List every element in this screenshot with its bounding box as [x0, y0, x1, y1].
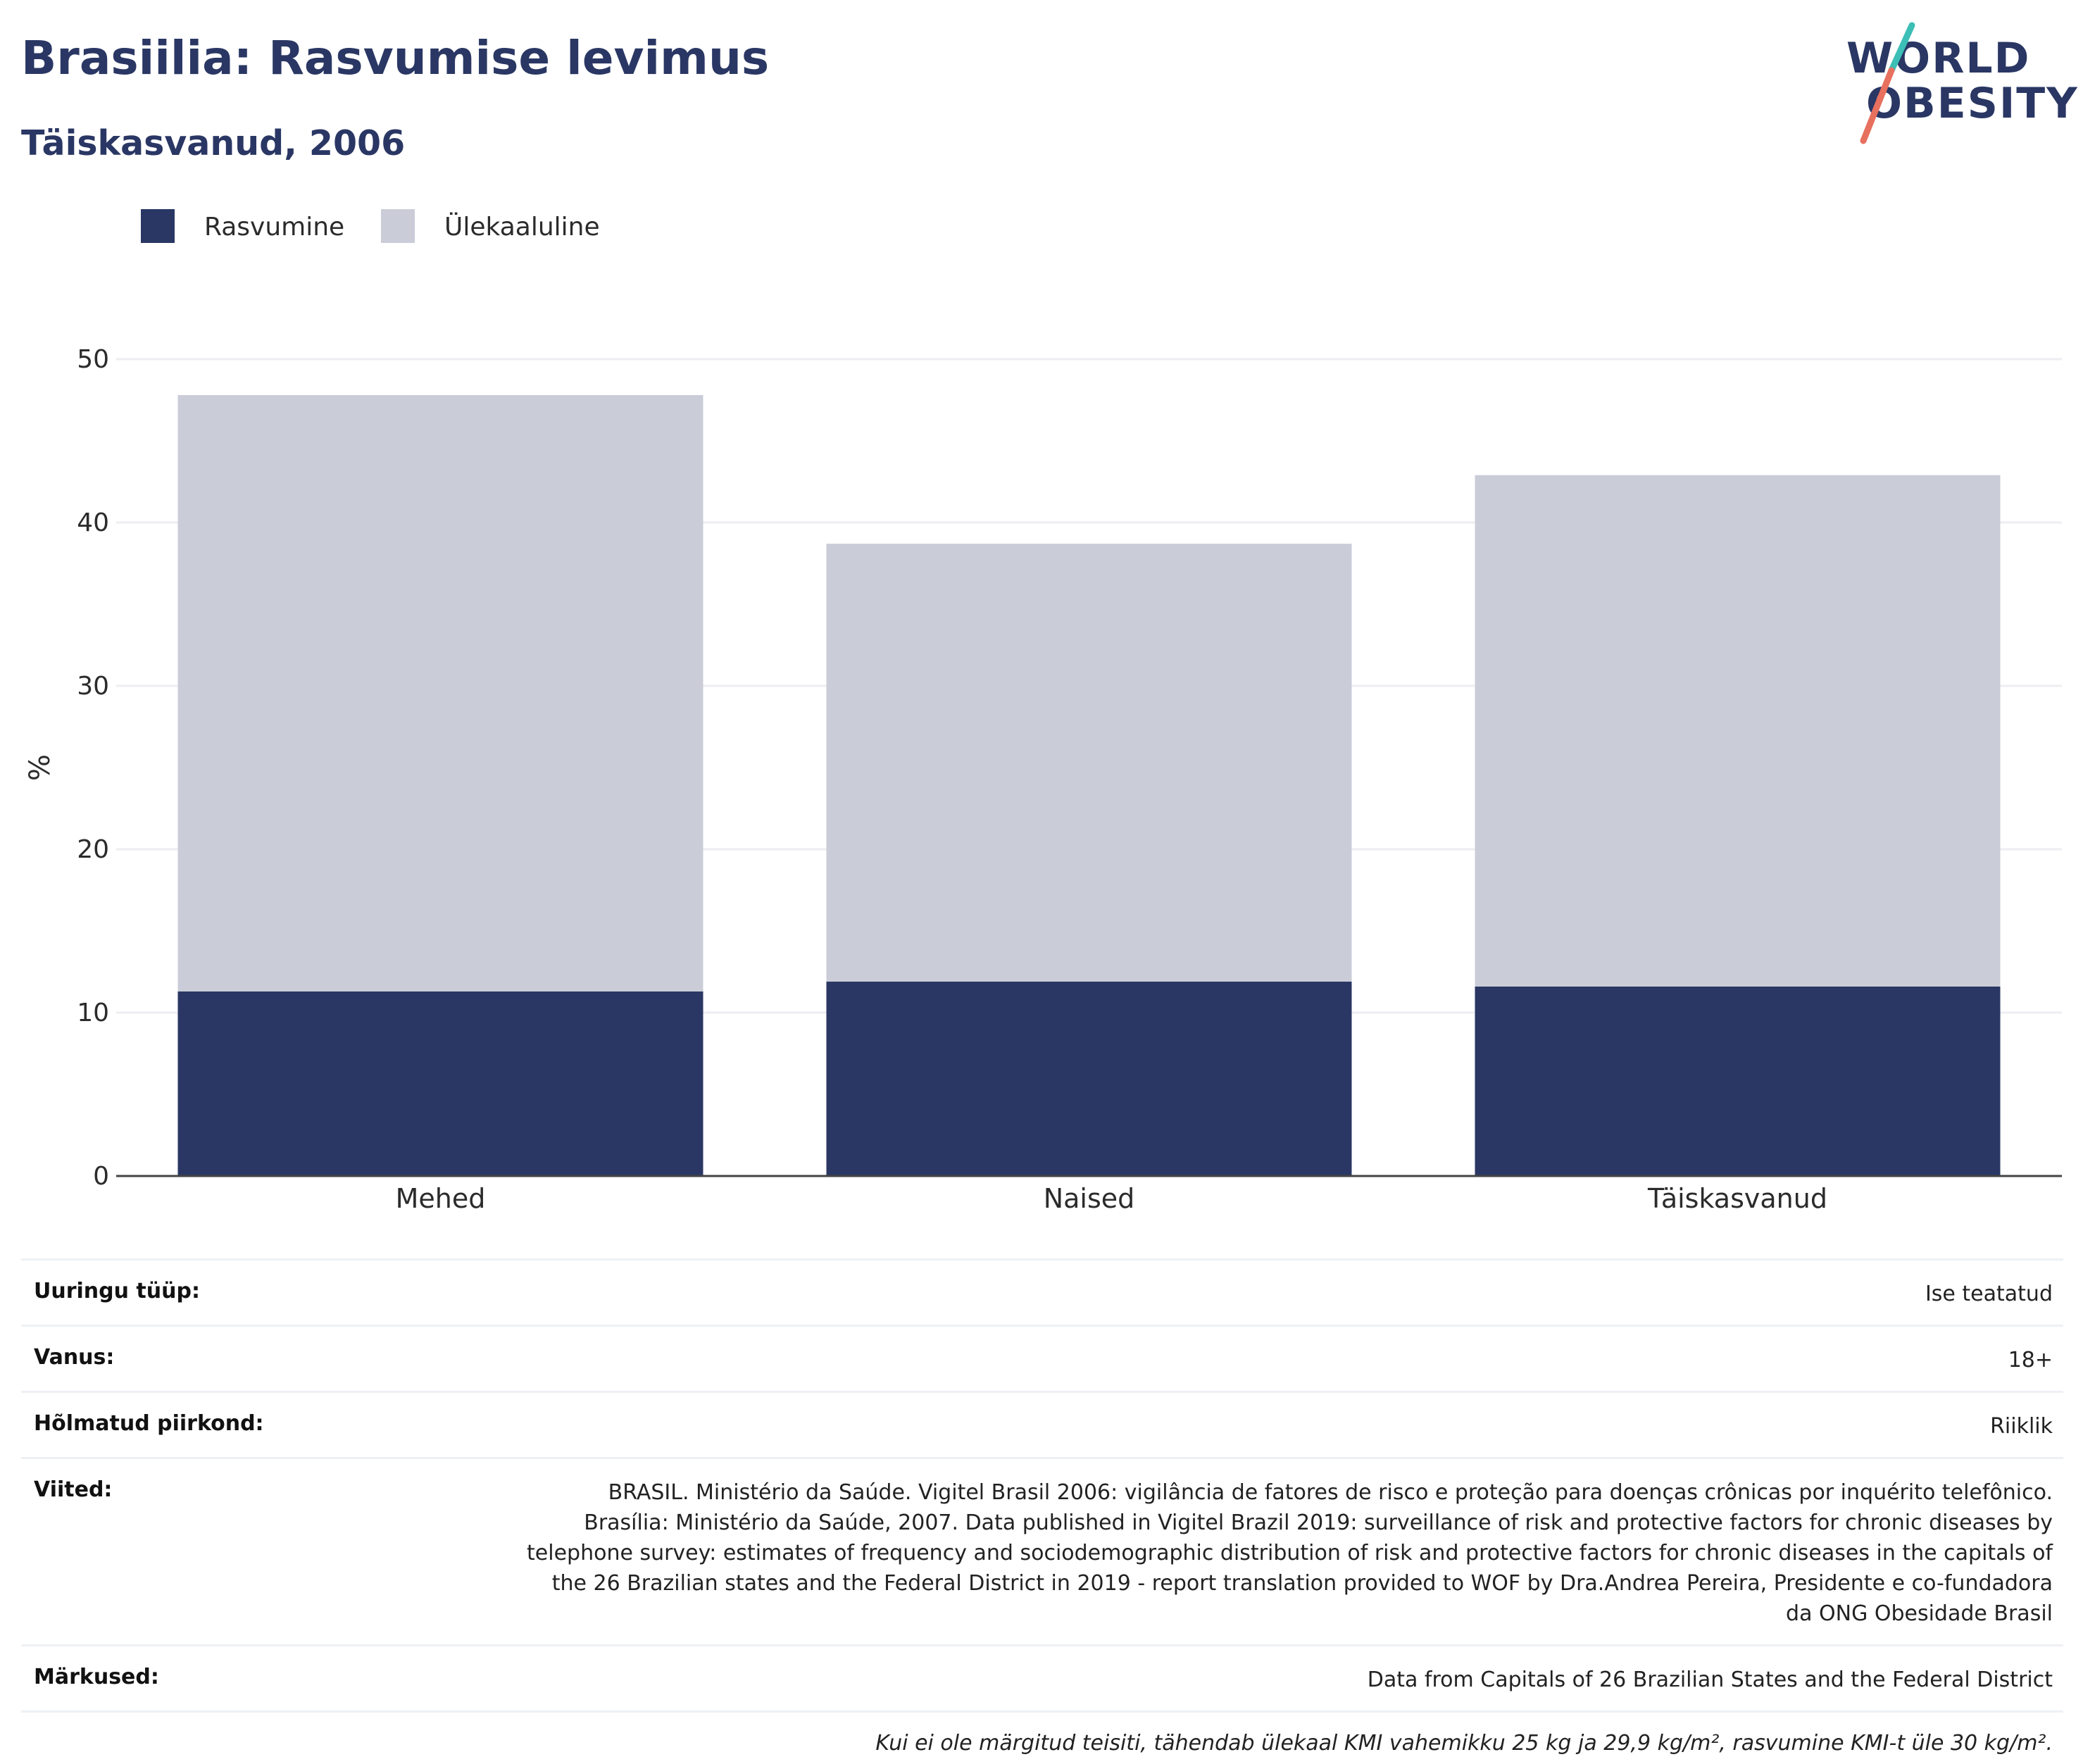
y-axis-label: %: [24, 754, 56, 781]
region-value: Riiklik: [1990, 1414, 2053, 1439]
bar-obesity-3: [1475, 986, 2001, 1176]
survey-type-label: Uuringu tüüp:: [34, 1279, 200, 1303]
logo-line-2: OBESITY: [1866, 79, 2079, 128]
info-row-survey-type: Uuringu tüüp: Ise teatatud: [21, 1258, 2063, 1325]
bar-obesity-1: [177, 991, 703, 1176]
x-tick-label: Naised: [1044, 1183, 1135, 1214]
x-tick-label: Täiskasvanud: [1647, 1183, 1827, 1214]
world-obesity-logo: WORLD OBESITY: [1838, 21, 2077, 148]
notes-value: Data from Capitals of 26 Brazilian State…: [1367, 1668, 2053, 1692]
bar-overweight-2: [826, 544, 1352, 982]
info-row-footnote: Kui ei ole märgitud teisiti, tähendab ül…: [21, 1710, 2063, 1764]
logo-slash-icon: [1860, 22, 1915, 144]
references-value: BRASIL. Ministério da Saúde. Vigitel Bra…: [527, 1480, 2053, 1626]
chart-subtitle: Täiskasvanud, 2006: [21, 123, 406, 163]
y-tick-label: 0: [93, 1162, 109, 1191]
legend-swatch-obesity: [141, 209, 175, 243]
legend-label-overweight: Ülekaaluline: [444, 213, 600, 242]
info-table: Uuringu tüüp: Ise teatatud Vanus: 18+ Hõ…: [21, 1258, 2063, 1764]
y-tick-label: 40: [77, 508, 109, 537]
bar-overweight-1: [177, 395, 703, 992]
y-tick-label: 50: [77, 345, 109, 374]
footnote-text: Kui ei ole märgitud teisiti, tähendab ül…: [875, 1731, 2053, 1756]
y-tick-label: 20: [77, 835, 109, 864]
y-tick-label: 30: [77, 672, 109, 701]
age-label: Vanus:: [34, 1345, 115, 1370]
notes-label: Märkused:: [34, 1665, 159, 1689]
survey-type-value: Ise teatatud: [1925, 1282, 2053, 1306]
x-tick-label: Mehed: [396, 1183, 486, 1214]
references-label: Viited:: [34, 1477, 113, 1502]
info-row-references: Viited: BRASIL. Ministério da Saúde. Vig…: [21, 1457, 2063, 1644]
legend-label-obesity: Rasvumine: [204, 213, 345, 242]
age-value: 18+: [2008, 1348, 2053, 1372]
legend-swatch-overweight: [381, 209, 415, 243]
bar-obesity-2: [826, 981, 1352, 1176]
info-row-region: Hõlmatud piirkond: Riiklik: [21, 1391, 2063, 1457]
stacked-bar-chart: 0 10 20 30 40 50% Mehed Naised Täiskasvanud: [24, 345, 2062, 1214]
info-row-age: Vanus: 18+: [21, 1325, 2063, 1391]
y-tick-label: 10: [77, 999, 109, 1027]
info-row-notes: Märkused: Data from Capitals of 26 Brazi…: [21, 1644, 2063, 1710]
logo-line-1: WORLD: [1846, 34, 2031, 83]
bar-overweight-3: [1475, 475, 2001, 987]
chart-title: Brasiilia: Rasvumise levimus: [21, 31, 770, 85]
region-label: Hõlmatud piirkond:: [34, 1411, 264, 1436]
